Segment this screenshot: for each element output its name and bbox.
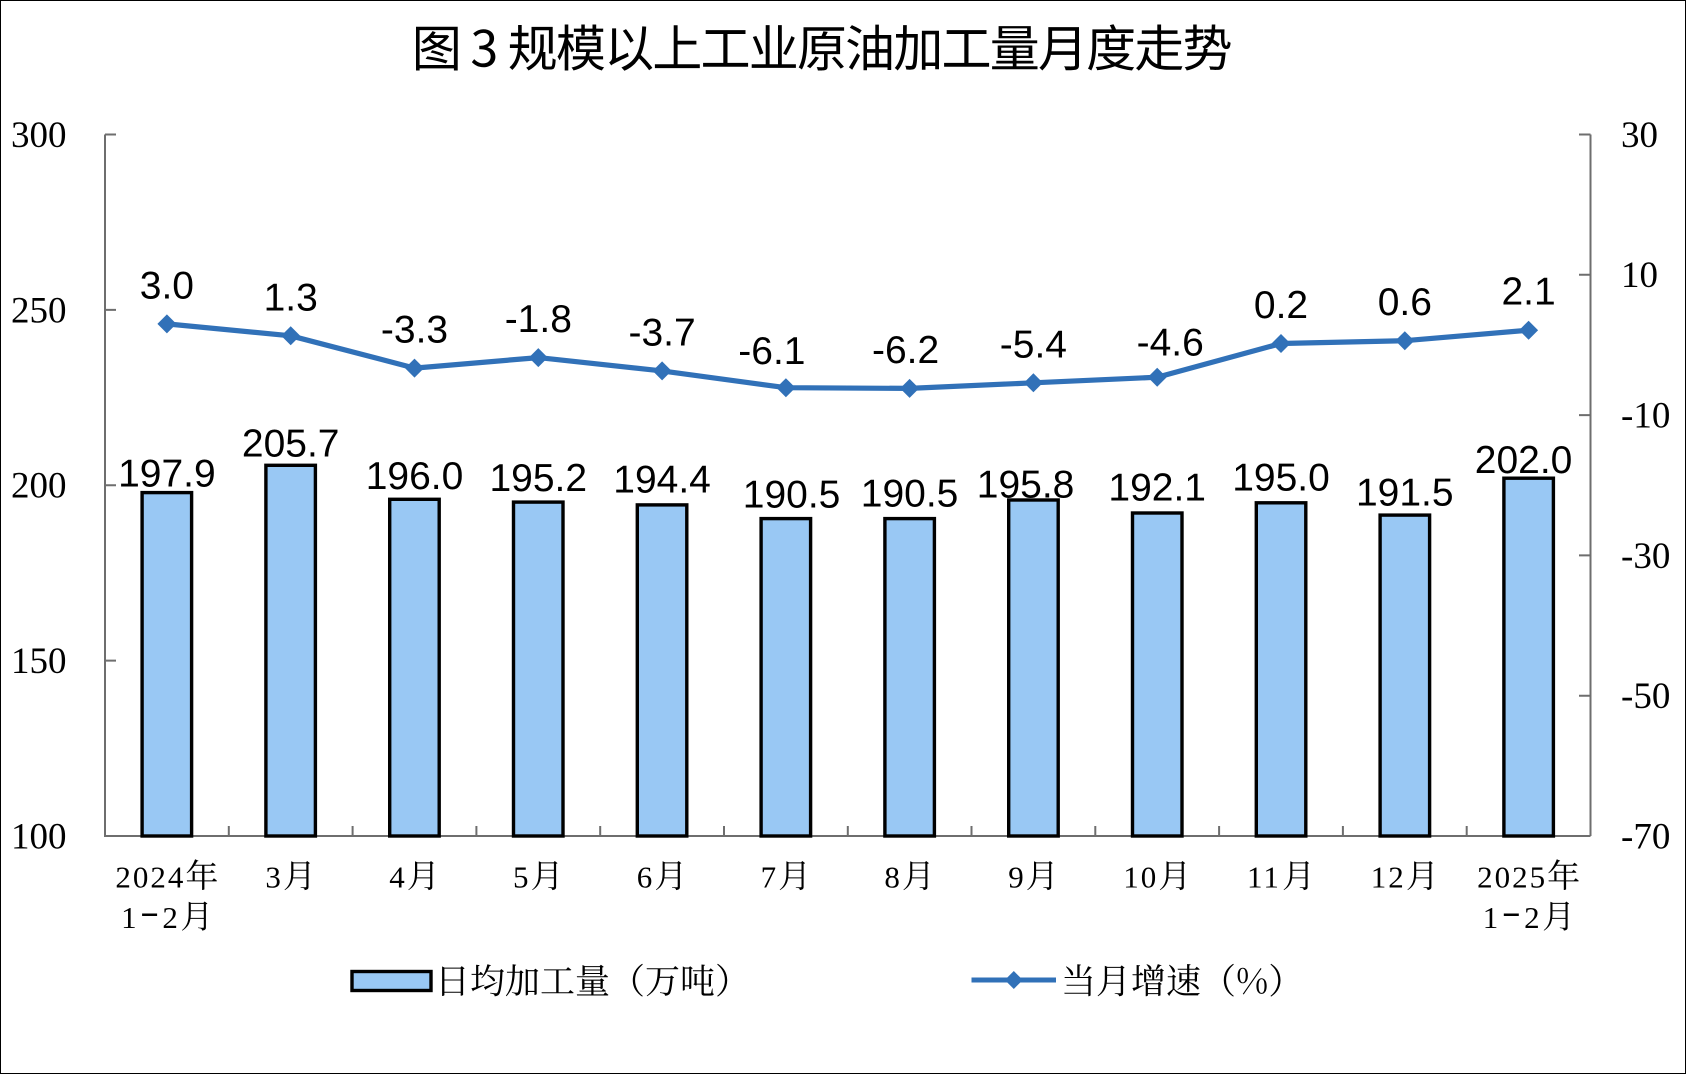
svg-text:-3.3: -3.3 [381,309,448,352]
svg-text:-1.8: -1.8 [505,298,572,341]
svg-text:-3.7: -3.7 [628,311,695,354]
svg-text:2: 2 [162,900,180,935]
svg-text:1: 1 [1483,900,1501,935]
svg-text:6: 6 [637,860,655,895]
svg-text:11: 11 [1247,860,1281,895]
svg-text:195.8: 195.8 [977,464,1075,507]
svg-text:150: 150 [11,641,67,682]
svg-text:197.9: 197.9 [118,453,216,496]
svg-text:202.0: 202.0 [1475,439,1573,482]
svg-text:200: 200 [11,466,67,507]
svg-text:7: 7 [761,860,779,895]
svg-text:250: 250 [11,290,67,331]
svg-text:1.3: 1.3 [264,276,318,319]
svg-text:2: 2 [1524,900,1542,935]
svg-text:100: 100 [11,816,67,857]
svg-text:5: 5 [513,860,531,895]
svg-text:194.4: 194.4 [613,458,711,501]
svg-text:192.1: 192.1 [1108,467,1206,510]
svg-text:-10: -10 [1621,396,1670,437]
svg-text:3.0: 3.0 [140,264,194,307]
svg-text:0.2: 0.2 [1254,284,1308,327]
svg-text:10: 10 [1621,255,1658,296]
svg-text:190.5: 190.5 [861,473,959,516]
svg-text:195.2: 195.2 [489,457,587,500]
svg-text:-70: -70 [1621,816,1670,857]
svg-text:205.7: 205.7 [242,422,340,465]
svg-text:195.0: 195.0 [1232,457,1330,500]
svg-text:9: 9 [1008,860,1025,895]
svg-text:30: 30 [1621,115,1658,156]
svg-text:2024: 2024 [115,860,185,895]
svg-text:2025: 2025 [1477,860,1547,895]
svg-text:8: 8 [884,860,902,895]
svg-text:-4.6: -4.6 [1137,322,1204,365]
svg-text:12: 12 [1371,860,1406,895]
svg-text:3: 3 [265,860,283,895]
svg-text:-50: -50 [1621,676,1670,717]
svg-text:-30: -30 [1621,536,1670,577]
svg-text:2.1: 2.1 [1501,271,1555,314]
svg-text:-5.4: -5.4 [1000,323,1067,366]
svg-text:191.5: 191.5 [1356,472,1454,515]
svg-text:300: 300 [11,115,67,156]
svg-text:1: 1 [121,900,139,935]
svg-text:196.0: 196.0 [366,455,464,498]
svg-text:10: 10 [1123,860,1158,895]
svg-text:190.5: 190.5 [743,474,841,517]
svg-text:-6.2: -6.2 [872,329,939,372]
svg-text:-6.1: -6.1 [738,330,805,373]
svg-text:4: 4 [389,860,407,895]
svg-text:0.6: 0.6 [1378,281,1432,324]
